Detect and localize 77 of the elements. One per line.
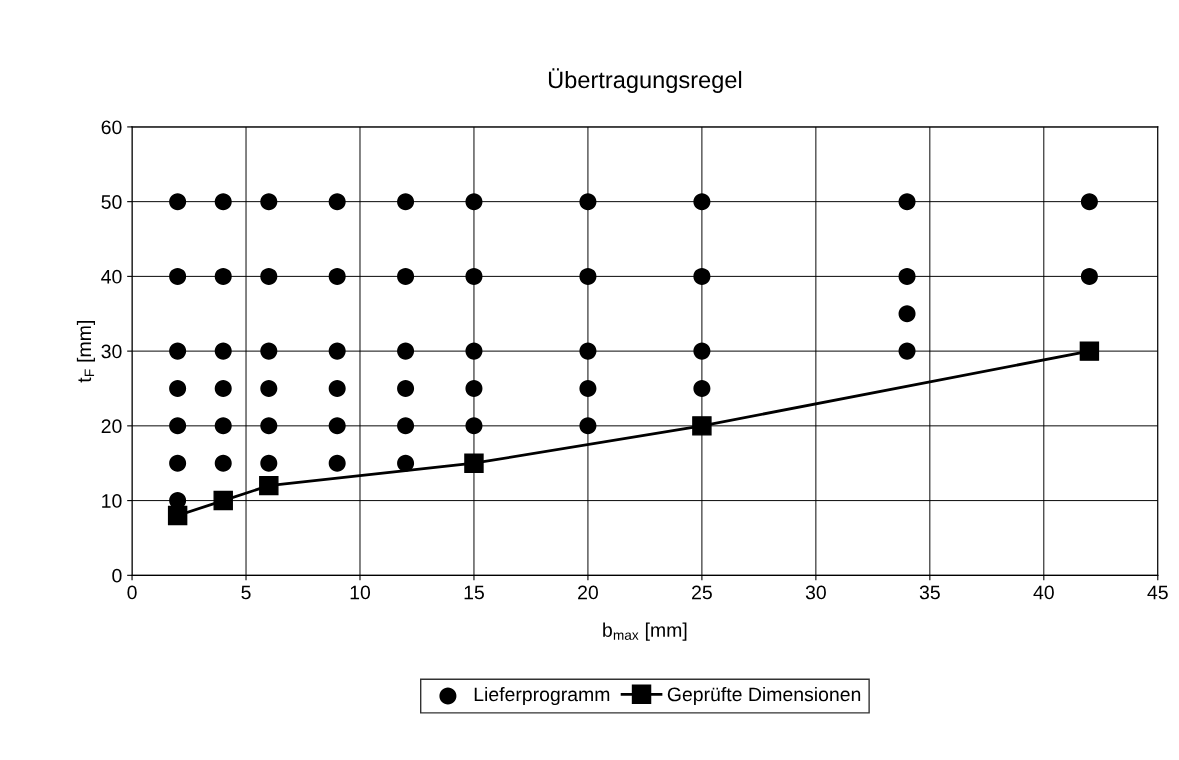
x-tick-label: 0 (127, 585, 137, 600)
point (397, 342, 415, 360)
x-tick-label: 25 (692, 585, 712, 600)
y-tick-label: 0 (112, 568, 122, 583)
point (259, 475, 279, 496)
point (579, 267, 597, 285)
point (260, 417, 278, 435)
point (397, 267, 415, 285)
point (898, 305, 916, 323)
x-tick-label: 5 (241, 585, 251, 600)
x-tick-label: 30 (805, 585, 826, 600)
y-tick-label: 50 (101, 195, 122, 209)
point (328, 267, 346, 285)
point (214, 379, 232, 397)
y-tick-label: 60 (101, 120, 122, 135)
y-tick-label: 30 (101, 344, 122, 359)
point (397, 379, 415, 397)
point (328, 342, 346, 360)
point (579, 342, 597, 360)
point (214, 417, 232, 435)
point (260, 193, 278, 211)
legend-label: Lieferprogramm (474, 686, 610, 706)
point (169, 342, 187, 360)
point (260, 454, 278, 472)
point (328, 193, 346, 211)
point (693, 193, 711, 211)
x-tick-label: 45 (1147, 585, 1168, 600)
point (464, 453, 484, 473)
x-tick-label: 20 (578, 585, 598, 600)
legend-label: Geprüfte Dimensionen (667, 686, 861, 706)
point (465, 193, 483, 211)
y-tick-label: 20 (101, 419, 122, 434)
y-tick-label: 40 (101, 269, 122, 284)
point (579, 379, 597, 397)
point (693, 379, 711, 397)
point (169, 267, 187, 285)
chart-title: Übertragungsregel (548, 68, 742, 93)
point (579, 417, 597, 435)
point (898, 267, 916, 285)
point (328, 379, 346, 397)
point (692, 416, 712, 436)
point (397, 454, 415, 472)
point (169, 379, 187, 397)
x-tick-label: 35 (919, 585, 940, 600)
point (465, 379, 483, 397)
point (465, 417, 483, 435)
point (1080, 267, 1098, 285)
point (397, 193, 415, 211)
point (465, 267, 483, 285)
point (693, 342, 711, 360)
point (693, 267, 711, 285)
point (260, 379, 278, 397)
point (214, 193, 232, 211)
point (579, 193, 597, 211)
point (898, 342, 916, 360)
x-tick-label: 10 (350, 585, 371, 600)
y-axis-title: t$_{F}$ [mm] (76, 321, 95, 383)
point (214, 342, 232, 360)
point (1079, 341, 1100, 361)
y-tick-label: 10 (102, 494, 122, 508)
point (465, 342, 483, 360)
x-tick-label: 40 (1033, 585, 1054, 600)
x-tick-label: 15 (464, 585, 484, 600)
point (169, 454, 187, 472)
point (260, 342, 278, 360)
point (328, 454, 346, 472)
point (328, 417, 346, 435)
point (169, 193, 187, 211)
point (214, 267, 232, 285)
point (260, 267, 278, 285)
point (898, 193, 916, 211)
point (167, 505, 188, 526)
point (214, 454, 232, 472)
point (397, 417, 415, 435)
point (1080, 193, 1098, 211)
x-axis-title: b$_{max}$ [mm] (603, 622, 687, 641)
point (169, 417, 187, 435)
